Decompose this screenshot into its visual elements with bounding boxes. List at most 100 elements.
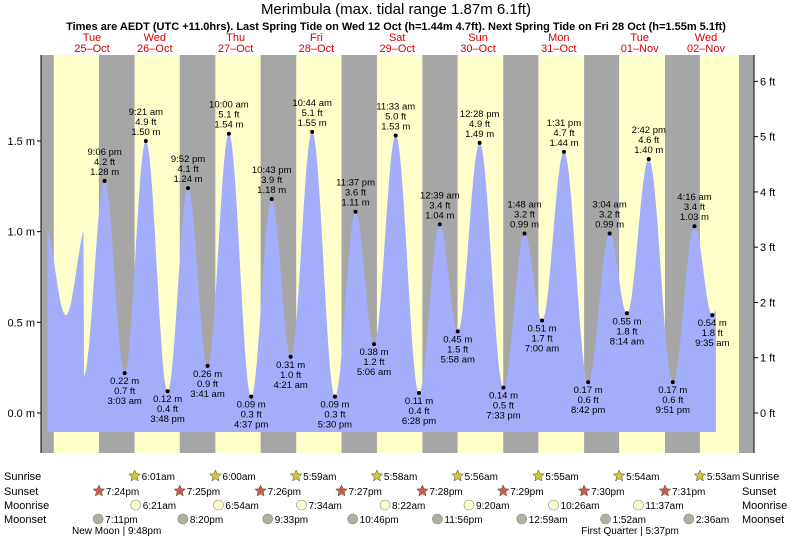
day-header-date: 29–Oct [379,43,414,55]
day-header-dow: Sun [468,32,488,44]
sunset-time: 7:27pm [349,487,382,498]
extreme-label: 3:48 pm [150,414,184,425]
day-header-dow: Tue [83,32,102,44]
extreme-point [540,318,545,323]
extreme-label: 3:41 am [190,389,224,400]
sunset-marker [577,484,591,497]
extreme-point [624,311,629,316]
day-header-date: 25–Oct [74,43,109,55]
extreme-label: 0.99 m [595,219,624,230]
sunrise-marker [532,469,545,482]
extreme-label: 8:42 pm [571,405,605,416]
extreme-label: 0.17 m [574,385,603,396]
sunset-marker [92,484,106,497]
moonrise-time: 6:54am [225,501,258,512]
moonrise-marker [213,499,224,511]
extreme-point [393,133,398,138]
sunset-time: 7:25pm [187,487,220,498]
row-label-right: Moonset [742,514,784,526]
row-label-left: Sunset [4,486,38,498]
sunrise-time: 5:56am [465,472,498,483]
row-label-right: Moonrise [742,500,787,512]
axes: 0.0 m 0.5 m 1.0 m 1.5 m 0 ft 1 ft 2 ft 3 ft 4 ft… [7,55,775,453]
extreme-label: 5.1 ft [218,110,239,121]
extreme-label: 0.99 m [510,219,539,230]
sunrise-marker [370,469,384,482]
day-header-date: 30–Oct [460,43,495,55]
sunset-marker [658,484,672,497]
left-tick-label: 0.0 m [7,408,35,420]
moonset-marker [177,513,189,525]
extreme-label: 5:06 am [357,367,391,378]
extreme-label: 4.6 ft [638,135,659,146]
sunset-time: 7:29pm [510,487,543,498]
sunrise-marker [693,469,707,482]
extreme-label: 1.0 ft [280,370,301,381]
extreme-point [288,354,293,359]
day-header-dow: Wed [144,32,166,44]
day-header-date: 02–Nov [687,43,725,55]
sunrise-time: 6:00am [222,472,255,483]
moonrise-marker [463,499,475,511]
extreme-label: 12:28 pm [460,109,500,120]
day-header-dow: Fri [310,32,323,44]
extreme-label: 1.40 m [634,145,663,156]
sunrise-time: 5:53am [707,472,740,483]
extreme-point [607,231,612,236]
sunset-time: 7:31pm [672,487,705,498]
row-label-left: Moonrise [4,500,49,512]
extreme-point [522,231,527,236]
extreme-label: 1.55 m [298,118,327,129]
moonrise-marker [130,499,142,511]
tide-area [47,132,716,432]
moonset-time: 1:52am [613,515,646,526]
extreme-point [186,186,191,191]
sunset-marker [416,484,429,497]
extreme-label: 1.03 m [680,212,709,223]
moonset-marker [516,513,528,525]
sunrise-time: 5:58am [384,472,417,483]
extreme-point [670,380,675,385]
sunset-marker [173,484,187,497]
extreme-point [122,371,127,376]
moonrise-marker [296,499,307,511]
right-tick-label: 1 ft [760,353,775,365]
extreme-label: 0.3 ft [324,410,345,421]
extreme-label: 11:37 pm [336,178,375,189]
extreme-label: 0.38 m [359,347,388,358]
extreme-label: 3.4 ft [429,200,450,211]
extreme-label: 0.54 m [698,318,727,329]
chart-title: Merimbula (max. tidal range 1.87m 6.1ft) [261,1,531,18]
day-header-dow: Wed [695,32,717,44]
night-band [739,55,754,453]
extreme-label: 1.44 m [549,138,578,149]
extreme-label: 0.9 ft [197,379,218,390]
day-header-date: 31–Oct [541,43,576,55]
extreme-point [205,363,210,368]
moonrise-time: 10:26am [561,501,600,512]
extreme-label: 1.24 m [174,174,203,185]
sunset-marker [335,484,348,497]
extreme-label: 9:51 pm [656,405,690,416]
extreme-label: 4:21 am [273,380,307,391]
extreme-label: 1.2 ft [363,357,384,368]
extreme-point [310,129,315,134]
extreme-label: 11:33 am [376,102,415,113]
extreme-label: 5.0 ft [385,112,406,123]
extreme-label: 4.9 ft [469,119,490,130]
day-headers: Tue25–OctWed26–OctThu27–OctFri28–OctSat2… [74,32,725,55]
moonrise-marker [633,499,644,511]
extreme-label: 6:28 pm [402,416,436,427]
moon-phase-label: First Quarter | 5:37pm [581,526,679,537]
extreme-label: 0.4 ft [157,404,178,415]
extreme-point [710,313,715,318]
day-header-dow: Thu [226,32,245,44]
extreme-label: 9:21 am [129,107,163,118]
extreme-label: 0.51 m [527,324,556,335]
right-tick-label: 3 ft [760,242,775,254]
extreme-label: 0.26 m [193,369,222,380]
extreme-label: 0.22 m [110,376,139,387]
right-tick-label: 4 ft [760,187,775,199]
day-header-date: 26–Oct [137,43,172,55]
extreme-label: 1.5 ft [447,344,468,355]
